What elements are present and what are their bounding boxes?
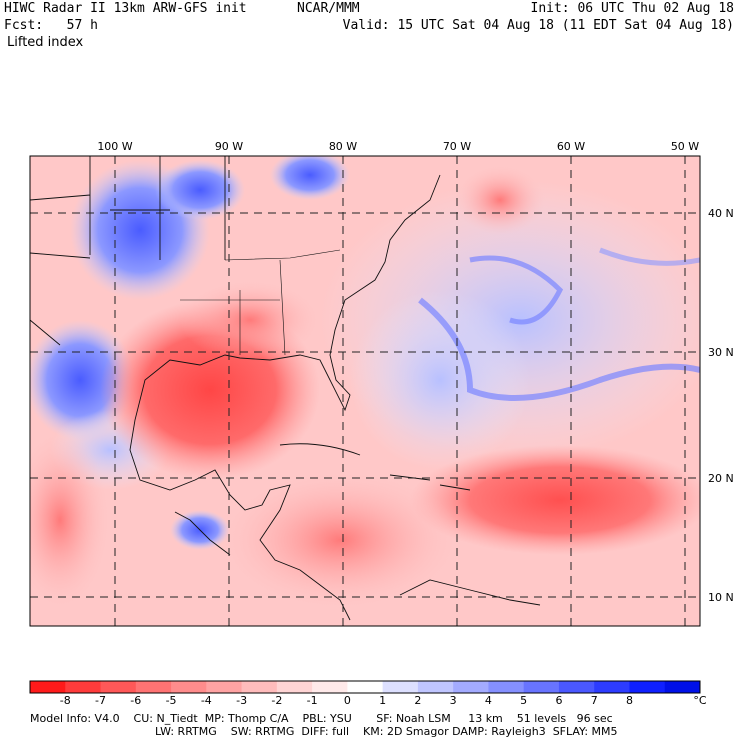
colorbar-swatch bbox=[171, 681, 207, 693]
colorbar-unit: °C bbox=[693, 694, 707, 707]
colorbar-tick-label: 3 bbox=[450, 694, 457, 707]
coastlines bbox=[30, 156, 541, 621]
valid-time: Valid: 15 UTC Sat 04 Aug 18 (11 EDT Sat … bbox=[342, 18, 734, 33]
field-name: Lifted index bbox=[7, 35, 84, 50]
colorbar-tick-label: -5 bbox=[166, 694, 177, 707]
lon-label: 60 W bbox=[557, 140, 585, 153]
colorbar-tick-label: 8 bbox=[626, 694, 633, 707]
lon-label: 70 W bbox=[443, 140, 471, 153]
colorbar-swatch bbox=[347, 681, 384, 693]
colorbar-swatch bbox=[664, 681, 701, 693]
model-info-line2: LW: RRTMG SW: RRTMG DIFF: full KM: 2D Sm… bbox=[155, 725, 618, 738]
lat-label: 20 N bbox=[708, 472, 734, 485]
colorbar-tick-label: -4 bbox=[201, 694, 212, 707]
lat-label: 10 N bbox=[708, 591, 734, 604]
colorbar-tick-label: 6 bbox=[555, 694, 562, 707]
colorbar-tick-label: 4 bbox=[485, 694, 492, 707]
colorbar bbox=[29, 680, 701, 694]
colorbar-swatch bbox=[241, 681, 278, 693]
lat-label: 40 N bbox=[708, 207, 734, 220]
colorbar-swatch bbox=[100, 681, 137, 693]
colorbar-tick-label: -7 bbox=[95, 694, 106, 707]
colorbar-swatch bbox=[594, 681, 630, 693]
colorbar-swatch bbox=[417, 681, 454, 693]
colorbar-swatch bbox=[206, 681, 243, 693]
lat-label: 30 N bbox=[708, 346, 734, 359]
lon-label: 100 W bbox=[97, 140, 132, 153]
field-shading bbox=[30, 156, 700, 626]
colorbar-tick-labels: -8 -7 -6 -5 -4 -3 -2 -1 0 1 2 3 4 5 6 7 8 bbox=[60, 694, 633, 707]
colorbar-tick-label: 7 bbox=[591, 694, 598, 707]
colorbar-swatch bbox=[453, 681, 489, 693]
colorbar-swatch bbox=[629, 681, 666, 693]
map-frame bbox=[29, 155, 701, 627]
colorbar-swatch bbox=[276, 681, 313, 693]
latitude-labels: 40 N 30 N 20 N 10 N bbox=[708, 207, 734, 604]
colorbar-swatch bbox=[30, 681, 66, 693]
longitude-labels: 100 W 90 W 80 W 70 W 60 W 50 W bbox=[97, 140, 699, 153]
colorbar-swatch bbox=[312, 681, 348, 693]
colorbar-tick-label: 2 bbox=[414, 694, 421, 707]
colorbar-tick-label: -2 bbox=[271, 694, 282, 707]
model-info-line1: Model Info: V4.0 CU: N_Tiedt MP: Thomp C… bbox=[30, 712, 613, 725]
model-title: HIWC Radar II 13km ARW-GFS init bbox=[4, 1, 247, 16]
lon-label: 80 W bbox=[329, 140, 357, 153]
colorbar-outline bbox=[29, 680, 701, 694]
colorbar-tick-label: 0 bbox=[344, 694, 351, 707]
lon-label: 50 W bbox=[671, 140, 699, 153]
colorbar-tick-label: -8 bbox=[60, 694, 71, 707]
init-time: Init: 06 UTC Thu 02 Aug 18 bbox=[530, 1, 735, 16]
lon-label: 90 W bbox=[215, 140, 243, 153]
colorbar-tick-label: -1 bbox=[307, 694, 318, 707]
colorbar-swatch bbox=[135, 681, 172, 693]
forecast-hour: Fcst: 57 h bbox=[4, 18, 98, 33]
colorbar-tick-label: -3 bbox=[236, 694, 247, 707]
colorbar-tick-label: 5 bbox=[520, 694, 527, 707]
organization: NCAR/MMM bbox=[297, 1, 360, 16]
colorbar-swatch bbox=[382, 681, 419, 693]
colorbar-tick-label: -6 bbox=[130, 694, 141, 707]
colorbar-swatch bbox=[65, 681, 102, 693]
colorbar-swatch bbox=[523, 681, 560, 693]
colorbar-tick-label: 1 bbox=[379, 694, 386, 707]
colorbar-swatch bbox=[488, 681, 525, 693]
colorbar-swatch bbox=[558, 681, 595, 693]
